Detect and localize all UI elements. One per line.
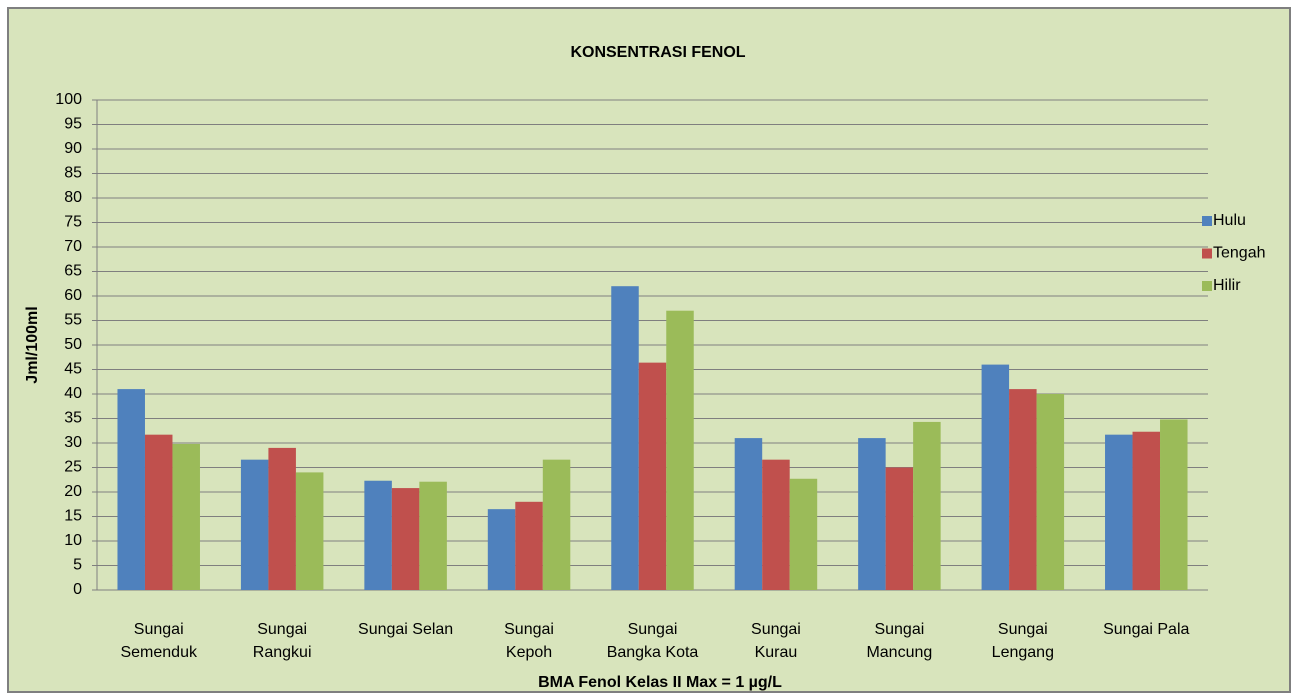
bar bbox=[981, 364, 1010, 590]
bar bbox=[268, 447, 296, 590]
y-tick-label: 80 bbox=[64, 189, 82, 206]
bar bbox=[364, 480, 392, 590]
bar bbox=[885, 467, 914, 590]
bar bbox=[1036, 394, 1065, 590]
bar bbox=[638, 362, 667, 590]
y-tick-label: 45 bbox=[64, 361, 82, 378]
y-tick-label: 35 bbox=[64, 410, 82, 427]
bar bbox=[391, 488, 420, 590]
y-tick-label: 95 bbox=[64, 116, 82, 133]
bar bbox=[789, 478, 818, 590]
y-axis-label: Jml/100ml bbox=[24, 306, 41, 383]
bar bbox=[117, 389, 145, 590]
legend-label: Hilir bbox=[1213, 277, 1241, 294]
bar bbox=[542, 459, 571, 590]
legend-label: Hulu bbox=[1213, 212, 1246, 229]
bar bbox=[1105, 434, 1133, 590]
y-tick-label: 55 bbox=[64, 312, 82, 329]
y-tick-label: 60 bbox=[64, 287, 82, 304]
y-tick-label: 65 bbox=[64, 263, 82, 280]
x-tick-label: Sungai Semenduk bbox=[120, 621, 197, 661]
x-tick-label: Sungai Kurau bbox=[751, 621, 801, 661]
x-tick-label: Sungai Rangkui bbox=[252, 621, 312, 661]
x-tick-label: Sungai Lengang bbox=[991, 621, 1054, 661]
bar bbox=[1132, 431, 1161, 590]
y-tick-label: 20 bbox=[64, 483, 82, 500]
bar bbox=[419, 481, 447, 590]
y-tick-label: 50 bbox=[64, 336, 82, 353]
y-tick-label: 25 bbox=[64, 459, 82, 476]
bar bbox=[172, 443, 200, 590]
y-tick-label: 70 bbox=[64, 238, 82, 255]
y-tick-label: 15 bbox=[64, 508, 82, 525]
y-tick-label: 5 bbox=[73, 557, 82, 574]
chart-title: KONSENTRASI FENOL bbox=[570, 44, 745, 61]
bar bbox=[762, 459, 790, 590]
bar bbox=[611, 286, 639, 590]
y-tick-label: 100 bbox=[55, 91, 82, 108]
y-tick-label: 30 bbox=[64, 434, 82, 451]
x-tick-label: Sungai Kepoh bbox=[504, 621, 554, 661]
x-axis-label: BMA Fenol Kelas II Max = 1 µg/L bbox=[538, 674, 782, 691]
legend-swatch bbox=[1202, 248, 1212, 259]
legend-swatch bbox=[1202, 281, 1212, 291]
x-tick-label: Sungai Pala bbox=[1103, 621, 1190, 638]
x-tick-label: Sungai Bangka Kota bbox=[606, 621, 699, 661]
bar bbox=[1160, 419, 1188, 590]
bar bbox=[515, 501, 543, 590]
y-tick-label: 0 bbox=[73, 581, 82, 598]
bar bbox=[734, 438, 763, 590]
y-tick-label: 10 bbox=[64, 532, 82, 549]
bar bbox=[487, 509, 516, 590]
bar bbox=[666, 310, 694, 590]
bar bbox=[1009, 389, 1037, 590]
legend-swatch bbox=[1202, 216, 1212, 226]
bar bbox=[144, 434, 173, 590]
bar bbox=[295, 472, 324, 590]
legend-label: Tengah bbox=[1213, 245, 1266, 262]
y-tick-label: 75 bbox=[64, 214, 82, 231]
y-tick-label: 90 bbox=[64, 140, 82, 157]
y-tick-label: 85 bbox=[64, 165, 82, 182]
bar bbox=[858, 438, 886, 590]
bar bbox=[913, 421, 941, 590]
y-tick-label: 40 bbox=[64, 385, 82, 402]
x-tick-label: Sungai Mancung bbox=[866, 621, 933, 661]
bar bbox=[240, 459, 269, 590]
x-tick-label: Sungai Selan bbox=[358, 621, 454, 638]
